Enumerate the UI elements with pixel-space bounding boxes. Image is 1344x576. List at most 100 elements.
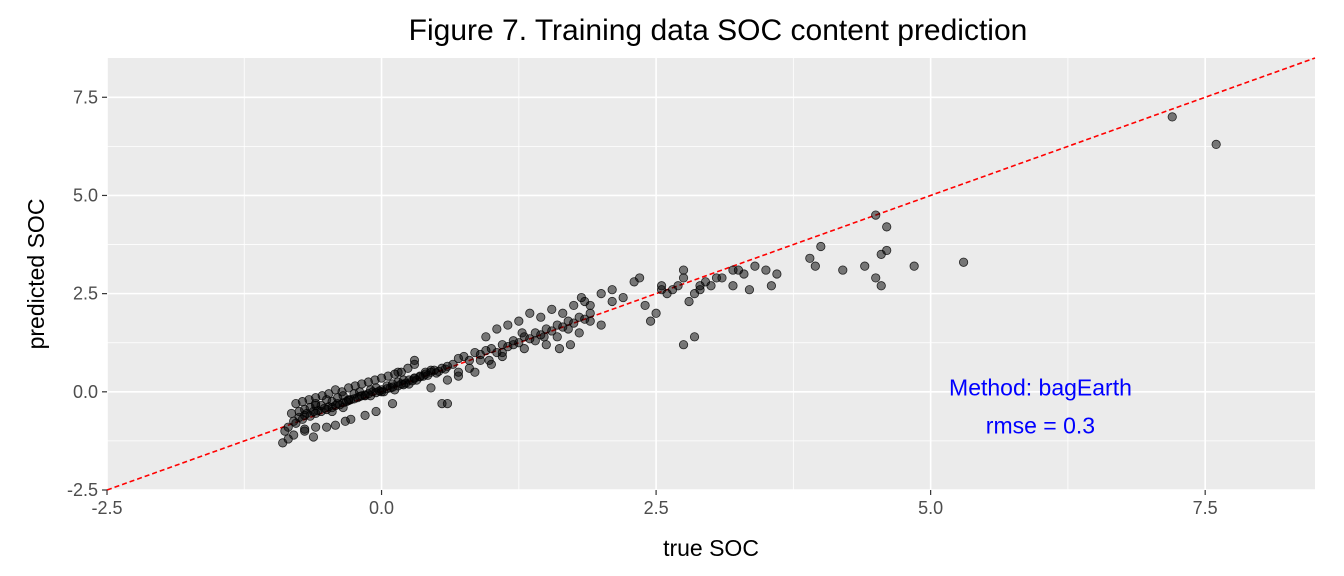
data-point: [547, 304, 557, 314]
data-point: [871, 273, 881, 283]
data-point: [346, 414, 356, 424]
data-point: [547, 326, 557, 336]
data-point: [860, 261, 870, 271]
data-point: [640, 300, 650, 311]
data-point: [689, 332, 700, 342]
data-point: [311, 422, 321, 432]
data-point: [453, 371, 464, 381]
data-point: [576, 292, 587, 303]
data-point: [360, 410, 370, 420]
data-point: [300, 426, 310, 436]
data-point: [563, 324, 573, 334]
data-point: [1211, 139, 1221, 149]
data-point: [322, 422, 332, 432]
data-point: [645, 316, 656, 326]
major-gridlines: [106, 58, 1315, 491]
data-point: [678, 265, 689, 275]
data-point: [541, 340, 551, 350]
data-point: [554, 344, 565, 354]
data-point: [909, 261, 919, 271]
data-point: [530, 336, 540, 346]
data-point: [744, 285, 755, 295]
data-point: [569, 300, 579, 311]
data-point: [484, 355, 494, 365]
data-point: [805, 253, 815, 263]
data-point: [558, 308, 568, 318]
data-point: [882, 222, 892, 232]
data-point: [448, 359, 458, 369]
data-point: [393, 367, 403, 377]
data-point: [338, 402, 348, 413]
data-point: [667, 285, 678, 295]
data-point: [387, 398, 398, 409]
data-point: [376, 387, 387, 397]
data-point: [311, 400, 321, 411]
data-point: [283, 434, 293, 444]
data-point: [330, 420, 341, 430]
y-tick-label: 0.0: [73, 382, 98, 402]
data-point: [514, 316, 524, 326]
data-point: [519, 344, 529, 354]
data-point: [371, 406, 381, 417]
data-point: [464, 355, 474, 365]
data-point: [585, 316, 595, 326]
annotation-method-line: Method: bagEarth: [949, 374, 1132, 400]
data-point: [607, 296, 617, 307]
data-point: [525, 308, 535, 318]
x-tick-label: 0.0: [369, 498, 394, 518]
data-point: [442, 375, 453, 385]
data-point: [426, 365, 436, 375]
data-point: [517, 328, 527, 338]
data-point: [816, 241, 826, 252]
x-axis-ticks: -2.5 0.0 2.5 5.0 7.5: [91, 490, 1218, 518]
x-tick-label: 2.5: [644, 498, 669, 518]
y-tick-label: 7.5: [73, 87, 98, 107]
data-point: [882, 245, 892, 256]
y-axis-title: predicted SOC: [23, 199, 49, 350]
data-point: [871, 210, 881, 220]
data-point: [750, 261, 760, 271]
data-point: [574, 328, 584, 338]
data-point: [772, 269, 782, 279]
data-point: [343, 395, 354, 405]
data-point: [481, 332, 491, 342]
data-point: [552, 332, 562, 342]
data-point: [497, 351, 507, 362]
data-point: [695, 281, 705, 291]
y-tick-label: 5.0: [73, 185, 98, 205]
data-point: [308, 432, 319, 442]
x-axis-title: true SOC: [663, 535, 759, 561]
chart-title: Figure 7. Training data SOC content pred…: [409, 14, 1028, 47]
data-point: [536, 312, 546, 322]
y-axis-ticks: -2.5 0.0 2.5 5.0 7.5: [67, 87, 107, 500]
data-point: [596, 320, 606, 330]
data-point: [585, 308, 595, 318]
data-point: [492, 324, 502, 334]
data-point: [508, 340, 518, 350]
data-point: [958, 257, 969, 267]
data-point: [360, 391, 370, 401]
data-point: [327, 406, 337, 417]
data-point: [442, 398, 453, 409]
data-point: [728, 281, 738, 291]
data-point: [810, 261, 820, 271]
data-point: [565, 340, 576, 350]
data-point: [280, 426, 290, 436]
data-point: [761, 265, 771, 275]
data-point: [706, 281, 716, 291]
data-point: [838, 265, 848, 275]
y-tick-label: -2.5: [67, 480, 98, 500]
data-point: [678, 273, 689, 283]
data-point: [618, 292, 628, 303]
data-point: [409, 355, 420, 365]
data-point: [426, 383, 436, 393]
data-point: [569, 318, 579, 328]
y-tick-label: 2.5: [73, 284, 98, 304]
data-point: [475, 355, 485, 365]
data-point: [539, 332, 549, 342]
data-point: [1167, 112, 1177, 122]
data-point: [651, 308, 661, 318]
data-point: [733, 265, 744, 275]
data-point: [470, 367, 480, 377]
x-tick-label: 5.0: [918, 498, 943, 518]
